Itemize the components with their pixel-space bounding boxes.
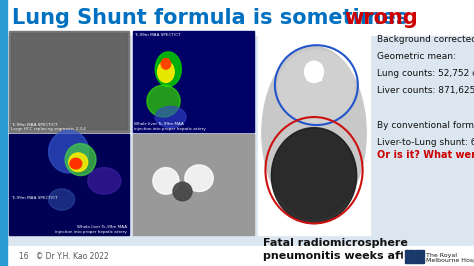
Ellipse shape: [153, 168, 179, 194]
Ellipse shape: [262, 47, 366, 219]
Text: The Royal: The Royal: [426, 253, 456, 258]
Ellipse shape: [185, 165, 213, 192]
Bar: [405, 259, 424, 263]
Text: Large HCC replacing segments 2,3,4: Large HCC replacing segments 2,3,4: [11, 127, 86, 131]
Ellipse shape: [49, 189, 75, 210]
Text: Whole-liver Tc-99m MAA
injection into proper hepatic artery: Whole-liver Tc-99m MAA injection into pr…: [55, 226, 127, 234]
Text: Or is it? What went wrong?: Or is it? What went wrong?: [377, 150, 474, 160]
Ellipse shape: [279, 51, 355, 125]
Bar: [133, 31, 254, 132]
Text: By conventional formula:: By conventional formula:: [377, 121, 474, 130]
Ellipse shape: [155, 52, 181, 86]
Bar: [258, 31, 370, 235]
Text: Liver-to-Lung shunt: 6%: Liver-to-Lung shunt: 6%: [377, 138, 474, 147]
Text: Melbourne Hospital: Melbourne Hospital: [426, 258, 474, 263]
Text: Tc-99m MAA SPECT/CT: Tc-99m MAA SPECT/CT: [135, 33, 181, 37]
Bar: [7, 36, 474, 246]
Text: Tc-99m MAA SPECT/CT: Tc-99m MAA SPECT/CT: [11, 196, 57, 200]
Bar: [307, 64, 321, 80]
Text: Whole liver Tc-99m MAA
injection into proper hepatic artery: Whole liver Tc-99m MAA injection into pr…: [135, 122, 206, 131]
Ellipse shape: [48, 130, 89, 173]
Ellipse shape: [70, 158, 82, 169]
Bar: [9, 134, 129, 235]
Text: Lung Shunt formula is sometimes: Lung Shunt formula is sometimes: [12, 8, 415, 28]
Bar: [133, 134, 254, 235]
Text: Geometric mean:: Geometric mean:: [377, 52, 456, 61]
Ellipse shape: [88, 168, 121, 194]
Ellipse shape: [147, 85, 180, 117]
Text: Fatal radiomicrosphere: Fatal radiomicrosphere: [263, 238, 408, 248]
Bar: [0, 0, 7, 266]
Bar: [403, 247, 472, 265]
Bar: [415, 250, 424, 258]
Ellipse shape: [271, 128, 357, 223]
Text: pneumonitis weeks after SIRT: pneumonitis weeks after SIRT: [263, 251, 450, 261]
Ellipse shape: [304, 61, 324, 82]
Text: Liver counts: 871,625 counts: Liver counts: 871,625 counts: [377, 86, 474, 95]
Bar: [7, 246, 474, 266]
Bar: [9, 31, 129, 132]
Ellipse shape: [155, 106, 186, 128]
Ellipse shape: [65, 144, 96, 176]
Ellipse shape: [161, 59, 171, 69]
Ellipse shape: [69, 153, 88, 172]
Bar: [11, 33, 127, 129]
Text: 16   © Dr Y.H. Kao 2022: 16 © Dr Y.H. Kao 2022: [19, 252, 109, 261]
Ellipse shape: [157, 61, 174, 82]
Bar: [405, 250, 414, 258]
Text: wrong: wrong: [344, 8, 418, 28]
Text: Background corrected: Background corrected: [377, 35, 474, 44]
Bar: [7, 0, 474, 36]
Text: Lung counts: 52,752 counts: Lung counts: 52,752 counts: [377, 69, 474, 78]
Text: Tc-99m MAA SPECT/CT: Tc-99m MAA SPECT/CT: [11, 123, 57, 127]
Ellipse shape: [173, 182, 192, 201]
